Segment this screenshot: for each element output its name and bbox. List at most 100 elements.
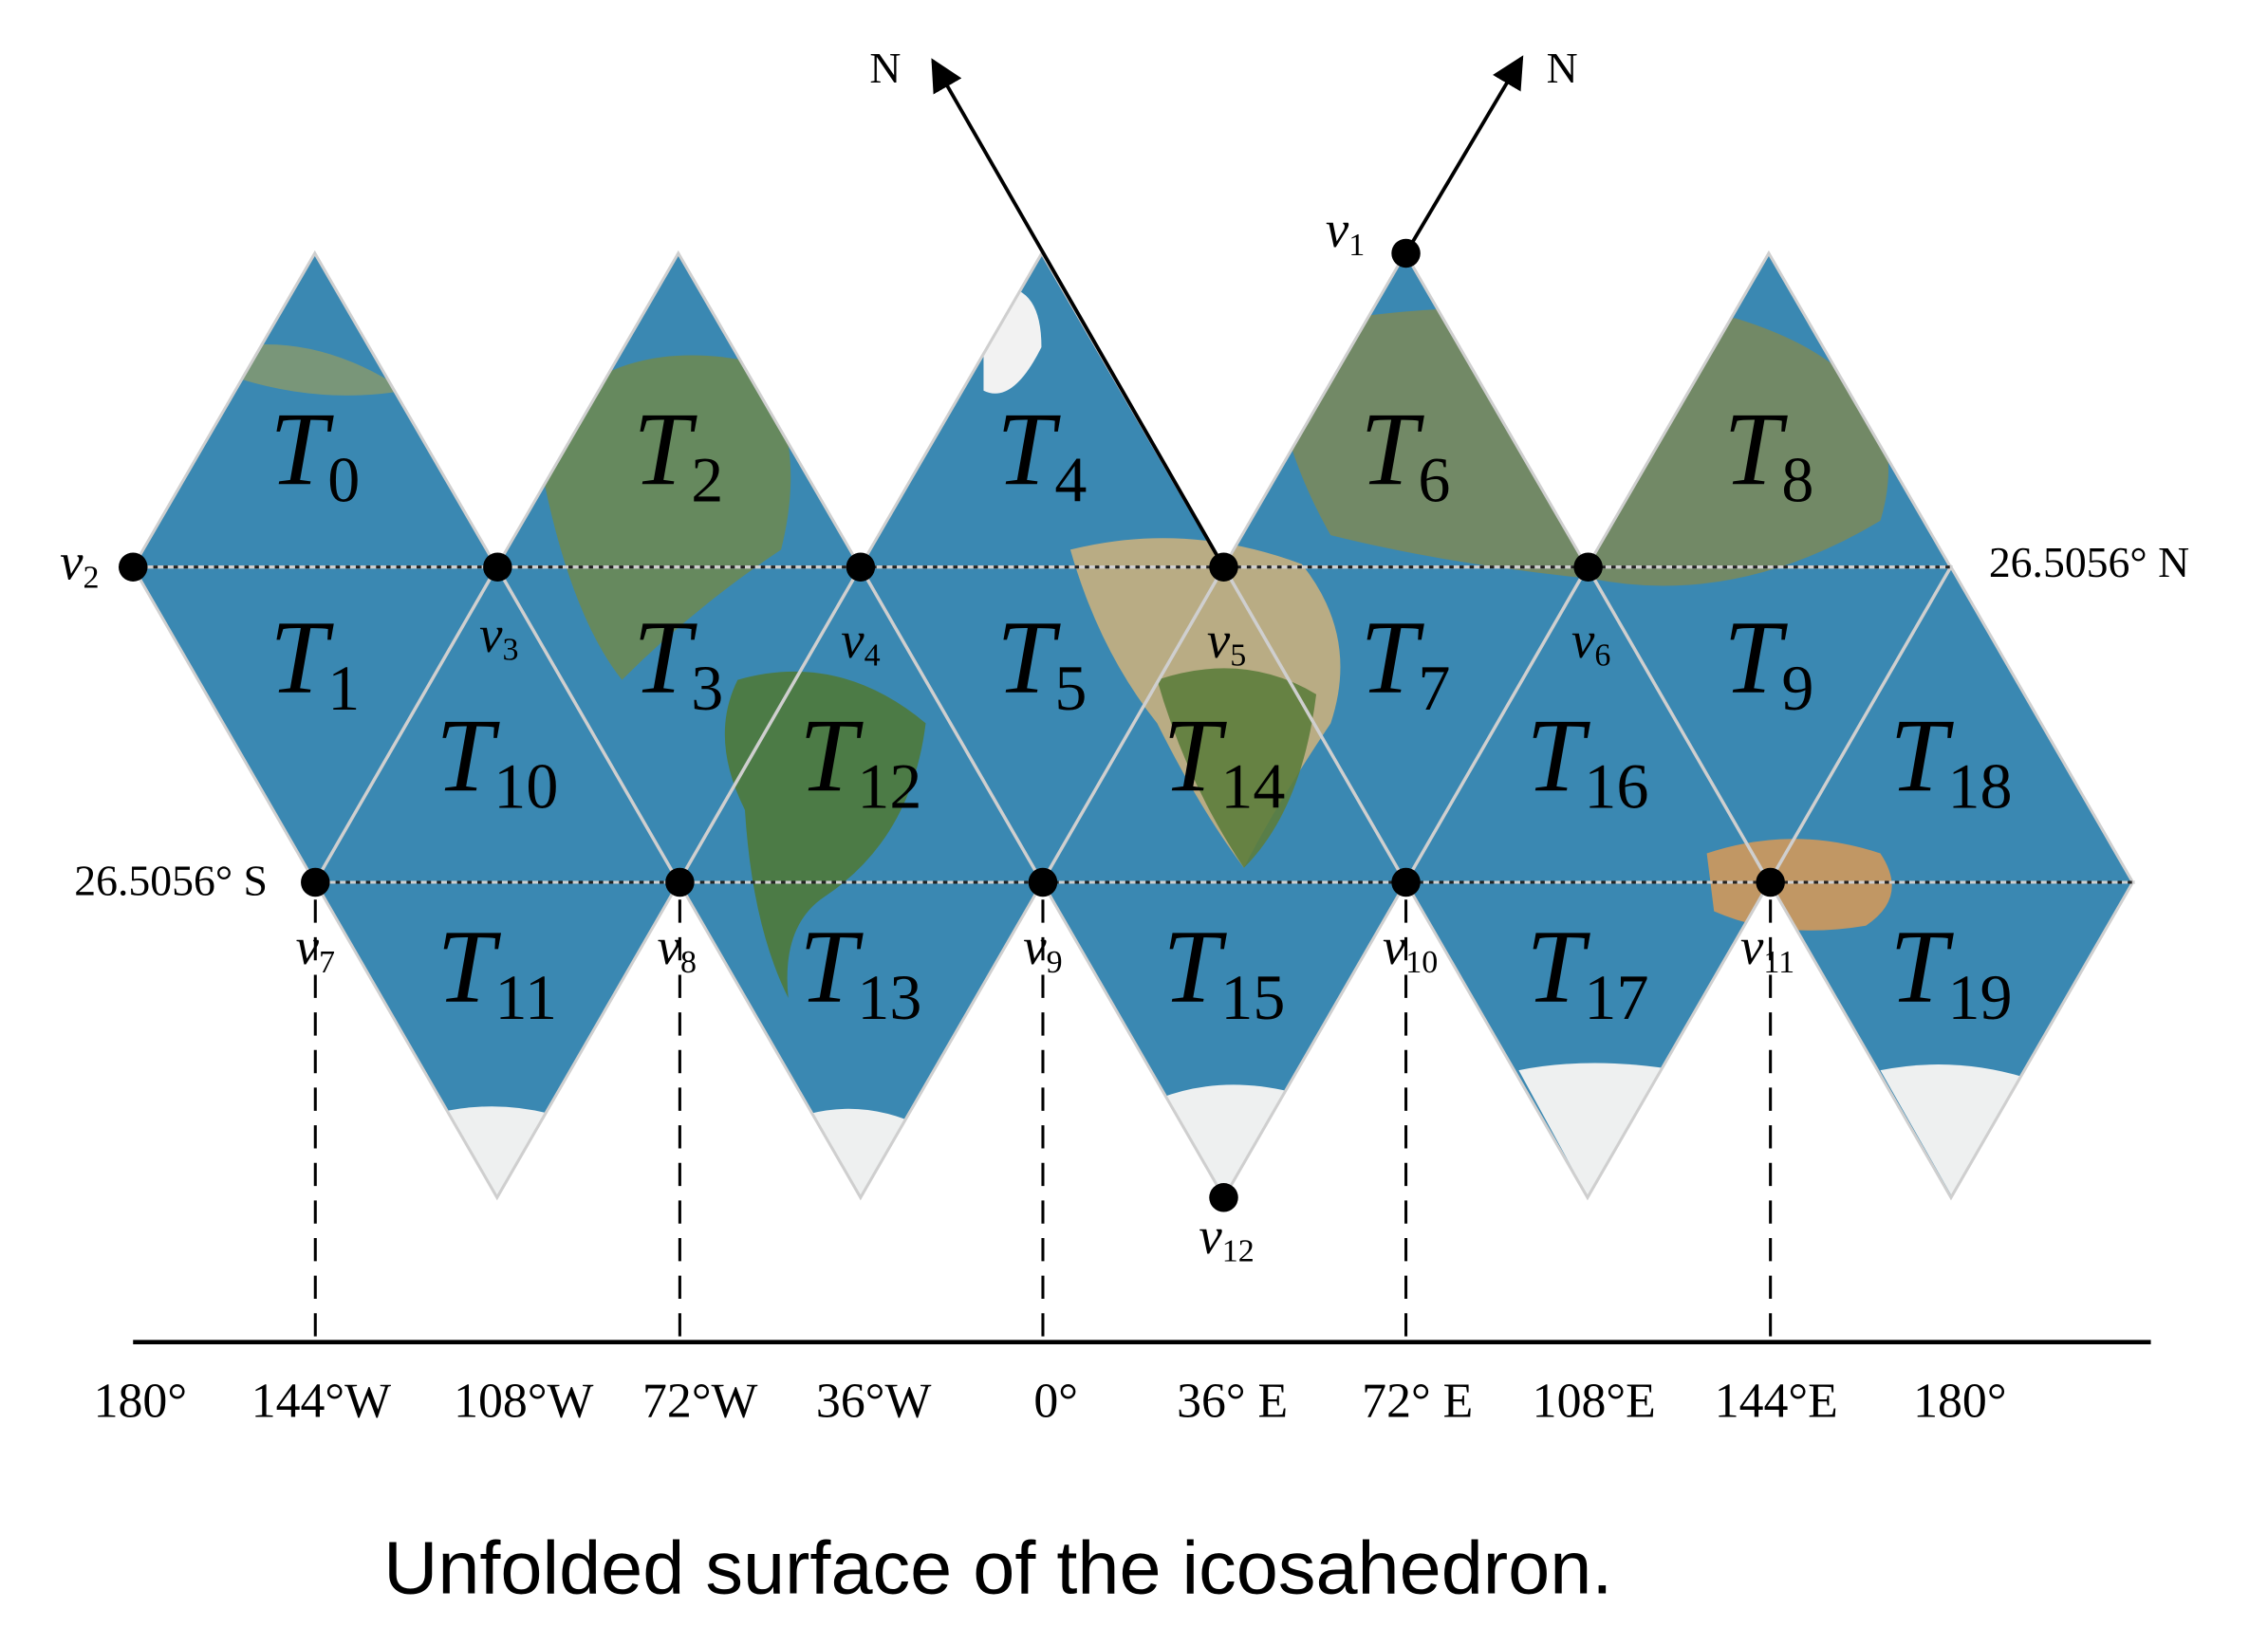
vertex-label-subscript: 8: [680, 945, 697, 980]
face-edge: [1403, 880, 1773, 1201]
vertex-dot: [1391, 867, 1421, 897]
face-label-subscript: 9: [1781, 651, 1813, 723]
vertex-dot: [301, 867, 330, 897]
vertex-dot: [1391, 238, 1421, 268]
face-label: T7: [1360, 600, 1450, 724]
face-label: T11: [437, 909, 558, 1033]
face: [1405, 881, 1770, 1198]
face-label: T1: [270, 600, 360, 724]
face-label-letter: T: [1889, 909, 1954, 1025]
vertex-label-letter: v: [1383, 917, 1406, 975]
face-label-letter: T: [1360, 391, 1424, 507]
face-label-subscript: 0: [327, 443, 360, 515]
vertex-label: v4: [841, 611, 880, 674]
vertex-label: v3: [479, 605, 518, 668]
face-label-subscript: 19: [1947, 961, 2012, 1033]
north-label: N: [869, 44, 901, 92]
vertex-label-letter: v: [1571, 611, 1595, 669]
face-label-letter: T: [633, 391, 697, 507]
latitude-label: 26.5056° S: [74, 857, 268, 905]
face-label-subscript: 16: [1584, 749, 1648, 822]
face-label: T15: [1162, 909, 1285, 1033]
vertex-label-letter: v: [841, 611, 864, 669]
face: [315, 881, 679, 1198]
vertex-label-subscript: 11: [1763, 945, 1794, 980]
face: [496, 566, 861, 882]
vertex-label: v10: [1383, 917, 1438, 980]
face-label-subscript: 4: [1054, 443, 1087, 515]
vertex-label: v9: [1023, 917, 1062, 980]
face-label-subscript: 17: [1584, 961, 1648, 1033]
face-label-subscript: 2: [691, 443, 723, 515]
longitude-label: 108°E: [1533, 1375, 1656, 1429]
face-label: T0: [270, 391, 360, 515]
face-label: T10: [436, 697, 558, 822]
face-label: T5: [996, 600, 1087, 724]
longitude-label: 108°W: [454, 1375, 593, 1429]
face-label-letter: T: [799, 697, 864, 813]
vertex-dot: [1209, 1183, 1238, 1212]
face-label: T16: [1526, 697, 1648, 822]
vertex-label: v12: [1199, 1207, 1254, 1269]
face-label-subscript: 12: [857, 749, 921, 822]
face-label-subscript: 13: [857, 961, 921, 1033]
face-label-subscript: 3: [691, 651, 723, 723]
overlay: N N 26.5056° N 26.5056° S Unfolded surfa…: [60, 44, 2189, 1610]
face-label: T19: [1889, 909, 2012, 1033]
caption: Unfolded surface of the icosahedron.: [383, 1526, 1612, 1610]
face-label-letter: T: [1360, 600, 1424, 715]
vertex-label-subscript: 12: [1222, 1234, 1255, 1269]
face-label: T9: [1723, 600, 1813, 724]
vertex-dot: [118, 552, 148, 582]
face-label-letter: T: [996, 391, 1061, 507]
face-label-subscript: 10: [493, 749, 558, 822]
land-masses: [231, 287, 2025, 1198]
vertex-label-subscript: 4: [864, 638, 881, 674]
face-label-subscript: 6: [1418, 443, 1450, 515]
face: [133, 252, 497, 567]
vertex-label-letter: v: [60, 532, 84, 590]
vertex-label-letter: v: [1326, 200, 1349, 258]
vertex-label: v1: [1326, 200, 1365, 263]
longitude-label: 180°: [1913, 1375, 2006, 1429]
face-label-letter: T: [270, 600, 334, 715]
vertex-label-subscript: 1: [1348, 228, 1365, 263]
face-label-letter: T: [799, 909, 864, 1025]
longitude-label: 144°E: [1715, 1375, 1838, 1429]
face-label-subscript: 1: [327, 651, 360, 723]
vertex-label-letter: v: [1740, 917, 1764, 975]
face-label-letter: T: [1162, 909, 1227, 1025]
face: [1587, 566, 1951, 882]
vertex-label-subscript: 7: [319, 945, 335, 980]
face-label: T17: [1526, 909, 1648, 1033]
longitude-label: 36°W: [816, 1375, 932, 1429]
face-label-letter: T: [1723, 600, 1788, 715]
vertex-label-subscript: 3: [503, 632, 519, 667]
vertex-label-subscript: 9: [1047, 945, 1063, 980]
face-label-letter: T: [270, 391, 334, 507]
face-label: T2: [633, 391, 723, 515]
longitude-label: 0°: [1033, 1375, 1078, 1429]
face-label-subscript: 5: [1054, 651, 1087, 723]
vertex-dot: [1573, 552, 1603, 582]
face: [860, 252, 1224, 567]
face-label: T6: [1360, 391, 1450, 515]
face-label-subscript: 11: [495, 961, 558, 1033]
face-label: T18: [1889, 697, 2012, 822]
vertex-dot: [846, 552, 876, 582]
face-label-subscript: 14: [1220, 749, 1285, 822]
latitude-label: 26.5056° N: [1989, 538, 2189, 586]
face-label-letter: T: [436, 697, 500, 813]
vertex-label-subscript: 10: [1405, 945, 1438, 980]
vertex-dot: [1209, 552, 1238, 582]
face: [679, 881, 1043, 1198]
face-label: T8: [1723, 391, 1813, 515]
longitude-label: 36° E: [1177, 1375, 1288, 1429]
vertex-label: v6: [1571, 611, 1610, 674]
vertex-label: v2: [60, 532, 99, 595]
vertex-label-subscript: 6: [1594, 638, 1610, 674]
face-label: T13: [799, 909, 921, 1033]
vertex-label-letter: v: [479, 605, 503, 663]
face-label-letter: T: [996, 600, 1061, 715]
